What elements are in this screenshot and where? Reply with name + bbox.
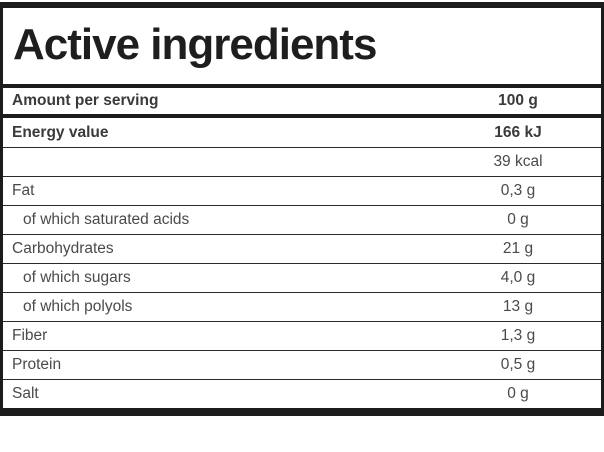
- title-box: Active ingredients: [0, 2, 604, 87]
- row-value: 21 g: [502, 240, 534, 258]
- row-label: of which saturated acids: [23, 211, 190, 229]
- table-row: of which saturated acids 0 g: [3, 205, 601, 234]
- table-row: Energy value 166 kJ: [3, 118, 601, 147]
- nutrients-table: Energy value 166 kJ 39 kcal Fat 0,3 g of…: [0, 116, 604, 417]
- row-value: 4,0 g: [500, 269, 536, 287]
- table-row: Fiber 1,3 g: [3, 321, 601, 350]
- row-value: 166 kJ: [494, 123, 542, 141]
- serving-box: Amount per serving 100 g: [0, 86, 604, 117]
- row-label: Fat: [12, 182, 35, 200]
- row-label: Amount per serving: [12, 92, 159, 110]
- row-label: Protein: [12, 356, 62, 374]
- row-value: 39 kcal: [493, 153, 543, 171]
- row-label: Salt: [12, 385, 39, 403]
- table-row: Carbohydrates 21 g: [3, 234, 601, 263]
- table-row: Protein 0,5 g: [3, 350, 601, 379]
- table-row: of which sugars 4,0 g: [3, 263, 601, 292]
- row-value: 0 g: [507, 385, 529, 403]
- row-value: 100 g: [498, 92, 538, 110]
- row-label: of which sugars: [23, 269, 131, 287]
- table-row: Fat 0,3 g: [3, 176, 601, 205]
- table-row: of which polyols 13 g: [3, 292, 601, 321]
- row-value: 0 g: [507, 211, 529, 229]
- row-value: 0,5 g: [500, 356, 536, 374]
- table-row-serving: Amount per serving 100 g: [3, 88, 601, 114]
- row-label: Energy value: [12, 123, 109, 141]
- row-label: Fiber: [12, 327, 48, 345]
- row-label: Carbohydrates: [12, 240, 114, 258]
- row-label: of which polyols: [23, 298, 133, 316]
- page-title: Active ingredients: [13, 20, 377, 69]
- row-value: 13 g: [502, 298, 534, 316]
- row-value: 1,3 g: [500, 327, 536, 345]
- table-row: Salt 0 g: [3, 379, 601, 408]
- table-row: 39 kcal: [3, 147, 601, 176]
- row-value: 0,3 g: [500, 182, 536, 200]
- nutrition-label: Active ingredients Amount per serving 10…: [0, 2, 604, 417]
